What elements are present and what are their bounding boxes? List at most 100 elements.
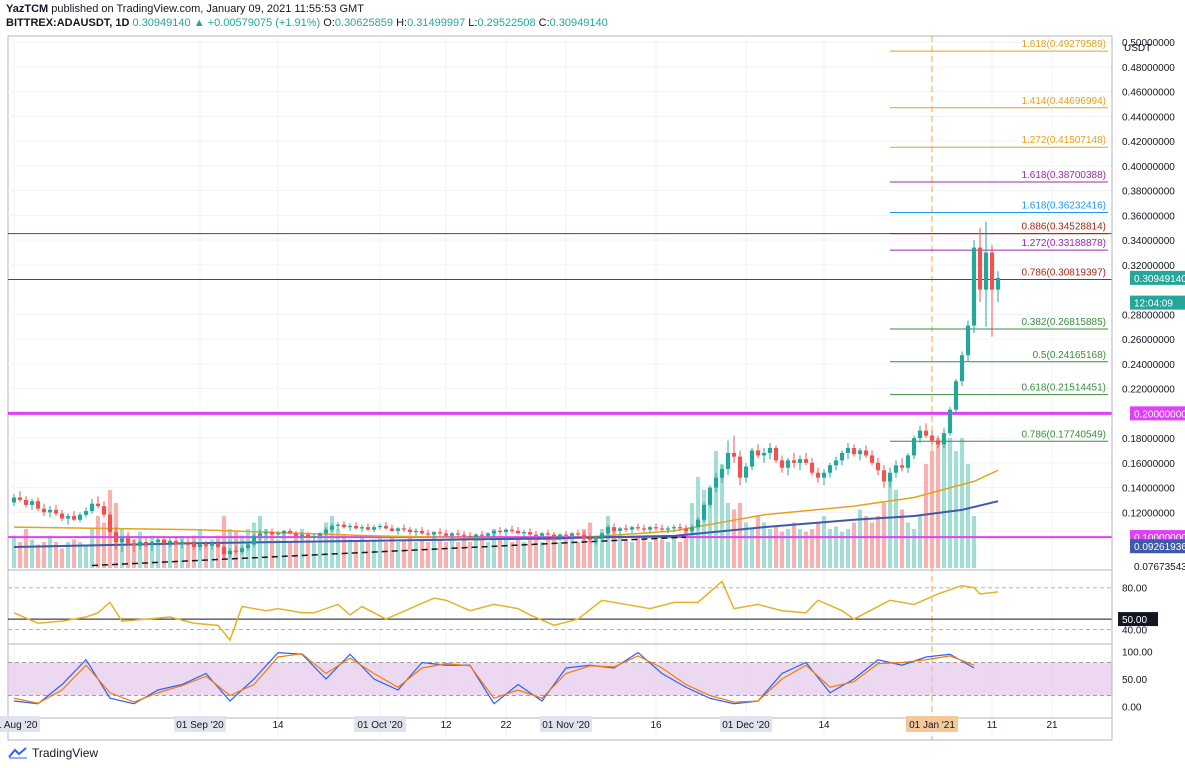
volume-bar xyxy=(473,535,479,568)
volume-bar xyxy=(611,529,617,568)
open-label: O: xyxy=(323,17,335,29)
author-name[interactable]: YazTCM xyxy=(6,3,49,15)
candle-body xyxy=(335,524,341,526)
candle-body xyxy=(755,450,761,456)
candle-body xyxy=(341,524,347,528)
candle-body xyxy=(353,525,359,529)
candle-body xyxy=(431,532,437,535)
volume-bar xyxy=(815,522,821,568)
volume-bar xyxy=(767,529,773,568)
candle-body xyxy=(125,538,131,544)
volume-bar xyxy=(941,438,947,568)
candle-body xyxy=(377,525,383,528)
volume-bar xyxy=(857,509,863,568)
volume-bar xyxy=(929,451,935,568)
volume-bar xyxy=(419,539,425,568)
candle-body xyxy=(911,438,917,456)
volume-bar xyxy=(59,548,65,568)
footer-brand: TradingView xyxy=(8,746,98,760)
candle-body xyxy=(959,355,965,382)
volume-bar xyxy=(47,535,53,568)
footer-text: TradingView xyxy=(32,746,99,760)
volume-bar xyxy=(371,539,377,568)
candle-body xyxy=(95,503,101,507)
candle-body xyxy=(53,509,59,514)
volume-bar xyxy=(479,539,485,568)
volume-bar xyxy=(185,542,191,568)
candle-body xyxy=(467,535,473,538)
volume-bar xyxy=(281,531,287,568)
time-axis-badge xyxy=(174,716,226,732)
volume-bar xyxy=(629,542,635,568)
volume-bar xyxy=(71,539,77,568)
candle-body xyxy=(179,542,185,545)
fib-level-label: 0.5(0.24165168) xyxy=(1033,350,1106,361)
volume-bar xyxy=(887,477,893,568)
fib-level-label: 1.414(0.44696994) xyxy=(1021,96,1106,107)
candle-body xyxy=(803,459,809,463)
volume-bar xyxy=(653,535,659,568)
volume-bar xyxy=(431,535,437,568)
candle-body xyxy=(809,462,815,473)
time-tick-label: 14 xyxy=(272,720,284,731)
candle-body xyxy=(299,534,305,536)
candle-body xyxy=(929,435,935,441)
volume-bar xyxy=(923,464,929,568)
candle-body xyxy=(185,542,191,544)
price-tick-label: 0.38000000 xyxy=(1122,187,1175,198)
candle-body xyxy=(521,532,527,534)
candle-body xyxy=(989,252,995,290)
fib-level-label: 0.886(0.34528814) xyxy=(1021,222,1106,233)
candle-body xyxy=(869,455,875,463)
volume-bar xyxy=(161,539,167,568)
candle-body xyxy=(713,477,719,488)
volume-bar xyxy=(551,535,557,568)
time-axis-badge xyxy=(720,716,772,732)
time-axis-badge xyxy=(354,716,406,732)
time-axis[interactable]: 01 Aug '20 01 Sep '20 14 01 Oct '20 12 22 01 N… xyxy=(0,716,1058,732)
candle-body xyxy=(839,452,845,461)
candle-body xyxy=(581,534,587,539)
candle-body xyxy=(893,465,899,473)
candle-body xyxy=(113,532,119,543)
candle-body xyxy=(281,530,287,534)
volume-bar xyxy=(203,542,209,568)
open-value: 0.30625859 xyxy=(334,17,394,29)
candle-body xyxy=(59,513,65,519)
rsi-tick-label: 80.00 xyxy=(1122,584,1147,595)
volume-bar xyxy=(635,535,641,568)
volume-bar xyxy=(785,529,791,568)
price-tick-label: 0.28000000 xyxy=(1122,310,1175,321)
candle-body xyxy=(593,537,599,540)
volume-bar xyxy=(881,503,887,568)
candle-body xyxy=(557,534,563,538)
volume-bar xyxy=(917,516,923,568)
symbol-label: BITTREX:ADAUSDT, 1D xyxy=(6,17,130,29)
moving-average-200-line xyxy=(13,500,999,548)
candle-body xyxy=(479,534,485,536)
volume-bar xyxy=(53,542,59,568)
candle-body xyxy=(257,533,263,536)
time-axis-badge xyxy=(0,716,40,732)
volume-bar xyxy=(779,531,785,568)
volume-bar xyxy=(851,522,857,568)
volume-bar xyxy=(11,535,17,568)
volume-bar xyxy=(959,438,965,568)
candle-body xyxy=(731,452,737,457)
volume-bar xyxy=(353,542,359,568)
volume-bar xyxy=(365,542,371,568)
candle-body xyxy=(569,533,575,536)
publish-line: YazTCM published on TradingView.com, Jan… xyxy=(6,3,364,15)
volume-bar xyxy=(65,542,71,568)
volume-bar xyxy=(77,542,83,568)
volume-bar xyxy=(377,535,383,568)
candle-body xyxy=(587,538,593,540)
candle-body xyxy=(293,533,299,536)
candle-body xyxy=(161,539,167,544)
volume-bar xyxy=(323,522,329,568)
volume-bar xyxy=(467,542,473,568)
candle-body xyxy=(149,542,155,545)
price-axis[interactable]: 0.50000000 0.48000000 0.46000000 0.44000000… xyxy=(1111,36,1185,740)
volume-bar xyxy=(269,535,275,568)
